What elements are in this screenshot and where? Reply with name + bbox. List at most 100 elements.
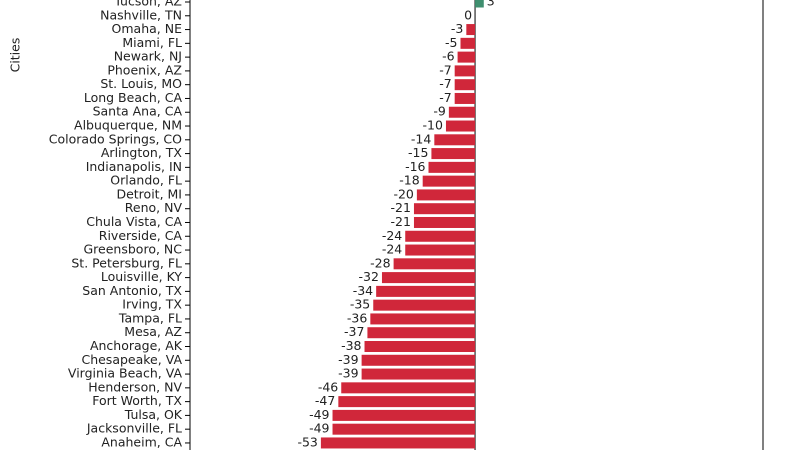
y-tick-label: Colorado Springs, CO — [49, 131, 182, 146]
y-tick-label: Santa Ana, CA — [93, 104, 183, 119]
value-label: -34 — [353, 283, 373, 298]
value-label: -38 — [341, 338, 361, 353]
value-label: -49 — [309, 421, 329, 436]
y-tick-label: Miami, FL — [122, 35, 182, 50]
value-label: -24 — [382, 228, 402, 243]
y-tick-label: San Antonio, TX — [82, 283, 182, 298]
value-label: -28 — [370, 255, 390, 270]
bar — [332, 423, 476, 435]
value-label: -35 — [350, 297, 370, 312]
y-tick-label: Fort Worth, TX — [92, 393, 182, 408]
value-label: -21 — [391, 200, 411, 215]
bar — [445, 120, 476, 132]
y-tick-label: St. Louis, MO — [100, 76, 182, 91]
y-tick-label: Long Beach, CA — [84, 90, 183, 105]
y-tick-label: Riverside, CA — [99, 228, 183, 243]
bar — [413, 203, 476, 215]
bar — [416, 189, 476, 201]
bar — [338, 396, 476, 408]
bar — [364, 341, 476, 352]
y-tick-label: Detroit, MI — [116, 186, 182, 201]
y-axis-label: Cities — [8, 38, 23, 73]
y-tick-label: Omaha, NE — [112, 21, 183, 36]
bar — [381, 272, 476, 284]
value-label: 0 — [464, 7, 472, 22]
y-tick-label: Chesapeake, VA — [81, 352, 182, 367]
value-label: -5 — [445, 35, 457, 50]
y-tick-label: Indianapolis, IN — [86, 159, 182, 174]
y-tick-label: Anchorage, AK — [90, 338, 183, 353]
value-label: -14 — [411, 131, 431, 146]
value-label: -9 — [433, 104, 446, 119]
bar — [320, 437, 476, 449]
bar — [376, 285, 476, 297]
y-tick-label: Tampa, FL — [118, 310, 182, 325]
y-tick-label: Mesa, AZ — [124, 324, 182, 339]
bar — [428, 161, 476, 173]
value-label: -39 — [338, 366, 358, 381]
y-tick-label: Tulsa, OK — [124, 407, 183, 422]
bar — [405, 230, 476, 242]
value-label: -53 — [297, 434, 317, 449]
bar — [457, 51, 476, 63]
value-label: -7 — [439, 62, 451, 77]
value-label: -20 — [393, 186, 413, 201]
y-tick-label: Newark, NJ — [114, 49, 182, 64]
value-label: -15 — [408, 145, 428, 160]
y-tick-label: Tucson, AZ — [113, 0, 182, 9]
value-label: 3 — [487, 0, 495, 9]
bar — [448, 106, 476, 118]
bar — [460, 37, 476, 49]
bar — [431, 148, 476, 160]
y-tick-label: Louisville, KY — [101, 269, 183, 284]
y-tick-label: Anaheim, CA — [101, 434, 182, 449]
value-label: -18 — [399, 173, 419, 188]
value-label: -3 — [451, 21, 463, 36]
value-label: -47 — [315, 393, 335, 408]
value-label: -49 — [309, 407, 329, 422]
y-tick-label: Greensboro, NC — [84, 242, 183, 257]
y-tick-label: Irving, TX — [122, 297, 182, 312]
y-tick-label: Jacksonville, FL — [86, 421, 182, 436]
bar — [361, 368, 476, 380]
bar — [466, 24, 476, 36]
value-label: -21 — [391, 214, 411, 229]
y-tick-label: Phoenix, AZ — [107, 62, 182, 77]
bar — [332, 409, 476, 421]
y-tick-label: Orlando, FL — [110, 173, 182, 188]
value-label: -32 — [359, 269, 379, 284]
bar — [393, 258, 476, 270]
value-label: -10 — [423, 118, 443, 133]
bar — [454, 65, 476, 77]
value-label: -7 — [439, 76, 451, 91]
value-label: -6 — [442, 49, 455, 64]
y-tick-label: Nashville, TN — [100, 7, 182, 22]
y-tick-label: Chula Vista, CA — [86, 214, 182, 229]
y-tick-label: Albuquerque, NM — [74, 118, 182, 133]
value-label: -24 — [382, 242, 402, 257]
bar — [422, 175, 476, 187]
value-label: -16 — [405, 159, 425, 174]
bar — [370, 313, 476, 325]
bar — [434, 134, 476, 146]
bar — [367, 327, 476, 339]
y-tick-label: Virginia Beach, VA — [68, 366, 183, 381]
bar — [341, 382, 476, 394]
y-tick-label: Henderson, NV — [88, 379, 182, 394]
bar — [405, 244, 476, 256]
value-label: -7 — [439, 90, 451, 105]
bar — [413, 216, 476, 228]
value-label: -39 — [338, 352, 358, 367]
bar — [454, 79, 476, 91]
y-tick-label: Arlington, TX — [101, 145, 183, 160]
bar — [454, 92, 476, 104]
bar — [361, 354, 476, 366]
value-label: -37 — [344, 324, 364, 339]
y-tick-label: Reno, NV — [125, 200, 183, 215]
y-tick-label: St. Petersburg, FL — [71, 255, 182, 270]
bar — [475, 0, 484, 8]
value-label: -46 — [318, 379, 338, 394]
value-label: -36 — [347, 310, 367, 325]
bar — [373, 299, 476, 311]
